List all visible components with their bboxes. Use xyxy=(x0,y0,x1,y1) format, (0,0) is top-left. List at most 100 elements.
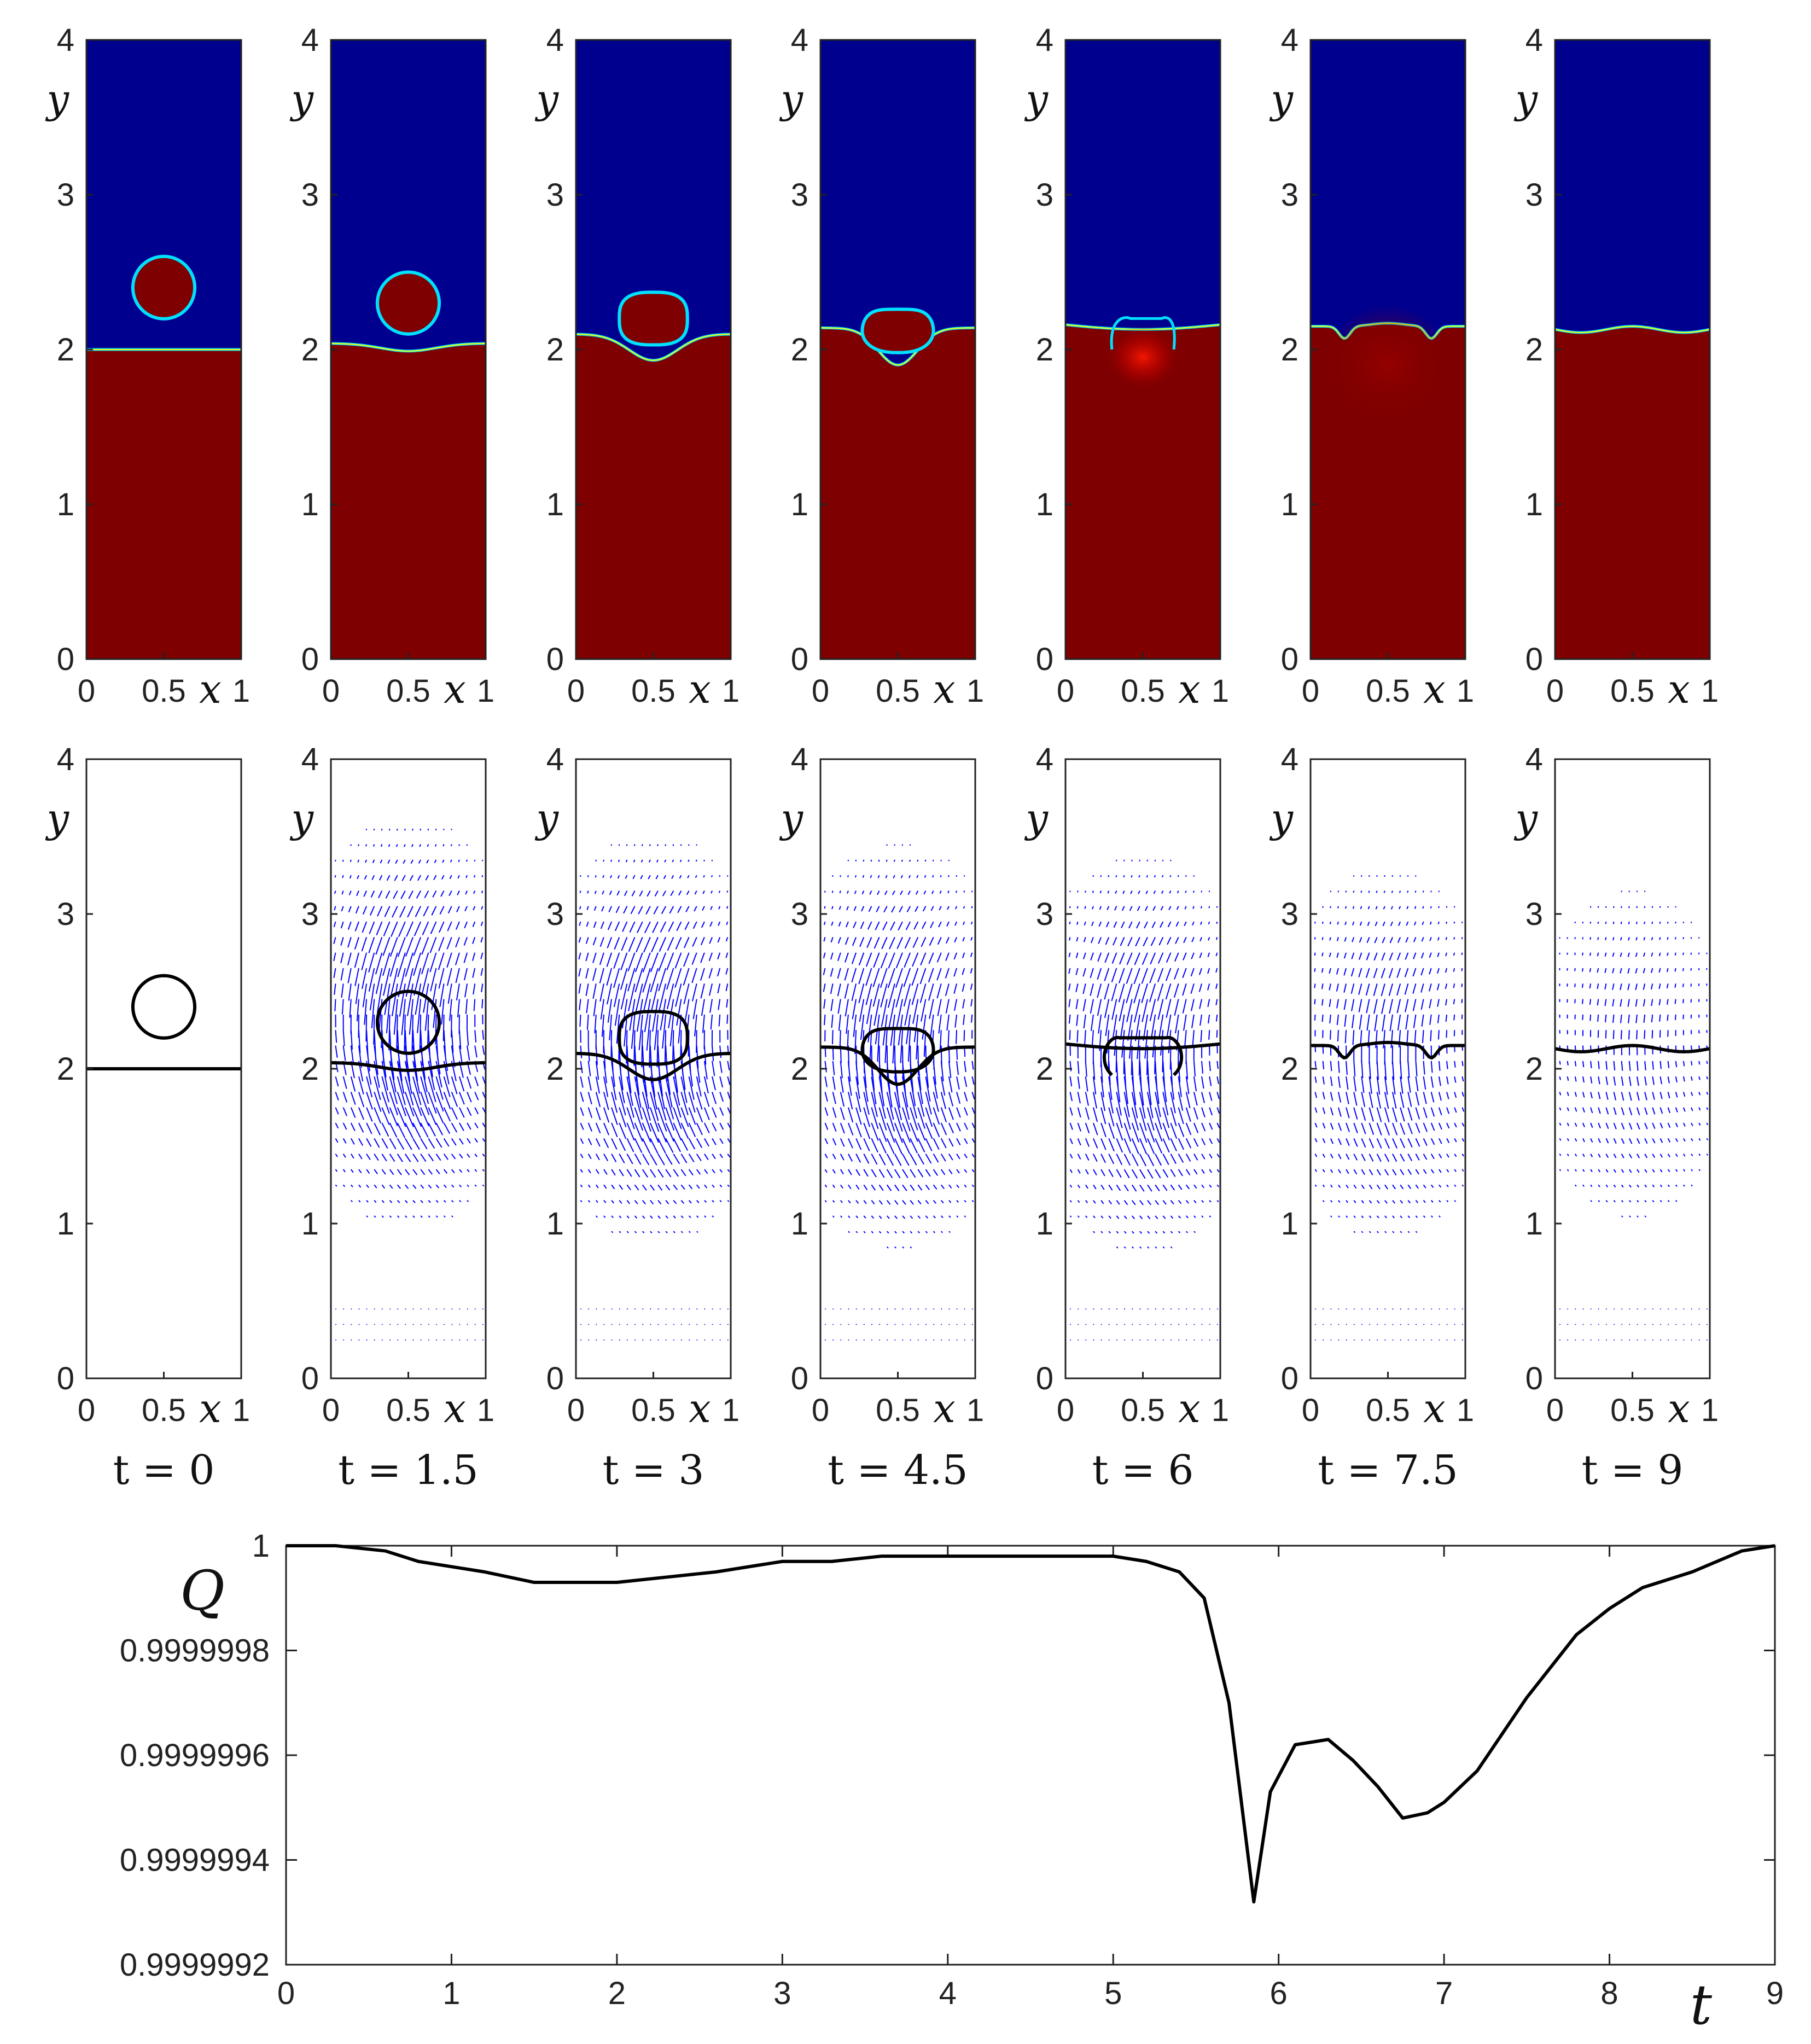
velocity-arrow xyxy=(1157,999,1164,1020)
y-axis-label: y xyxy=(779,795,803,841)
y-tick-label: 1 xyxy=(1281,1206,1298,1242)
velocity-arrow xyxy=(1155,1169,1161,1179)
velocity-arrow xyxy=(1582,1107,1585,1113)
velocity-arrow xyxy=(1338,1215,1341,1218)
velocity-arrow xyxy=(587,1122,592,1132)
droplet-outline xyxy=(618,1010,689,1066)
velocity-arrow xyxy=(635,983,643,1012)
velocity-arrow xyxy=(1559,1138,1562,1141)
velocity-arrow xyxy=(673,1324,675,1325)
velocity-arrow xyxy=(1613,1076,1616,1086)
velocity-arrow xyxy=(824,1076,828,1087)
velocity-arrow xyxy=(1439,1199,1441,1203)
velocity-arrow xyxy=(1682,1014,1684,1020)
y-tick-label: 2 xyxy=(1036,332,1053,368)
velocity-arrow xyxy=(642,1107,651,1132)
panel-background xyxy=(1311,759,1465,1378)
velocity-arrow xyxy=(936,952,942,963)
velocity-arrow xyxy=(886,1138,895,1154)
velocity-arrow xyxy=(1621,1076,1624,1086)
velocity-arrow xyxy=(1077,1061,1080,1074)
velocity-arrow xyxy=(948,1324,950,1325)
velocity-arrow xyxy=(692,999,697,1020)
velocity-arrow xyxy=(704,1199,707,1203)
velocity-arrow xyxy=(365,859,368,863)
velocity-arrow xyxy=(1185,1169,1191,1175)
velocity-arrow xyxy=(1667,1138,1671,1143)
velocity-arrow xyxy=(1361,1184,1365,1189)
velocity-arrow xyxy=(649,1122,660,1143)
velocity-arrow xyxy=(1628,1061,1631,1071)
velocity-arrow xyxy=(595,1169,599,1174)
velocity-arrow xyxy=(443,1215,446,1218)
velocity-arrow xyxy=(443,1092,451,1110)
velocity-arrow xyxy=(878,1231,882,1234)
velocity-arrow xyxy=(1574,1122,1577,1127)
velocity-arrow xyxy=(640,859,643,863)
velocity-arrow xyxy=(718,921,721,926)
velocity-arrow xyxy=(665,1107,675,1131)
velocity-arrow xyxy=(887,968,895,988)
velocity-arrow xyxy=(1314,1107,1318,1113)
velocity-arrow xyxy=(626,1169,632,1177)
velocity-arrow xyxy=(913,921,919,930)
velocity-arrow xyxy=(1116,1138,1123,1153)
velocity-arrow xyxy=(397,1107,406,1127)
velocity-arrow xyxy=(1590,1154,1593,1157)
velocity-arrow xyxy=(428,1122,436,1137)
velocity-arrow xyxy=(1376,1169,1381,1176)
velocity-arrow xyxy=(578,937,581,943)
time-label: t = 6 xyxy=(1092,1447,1194,1494)
velocity-arrow xyxy=(962,968,965,975)
velocity-arrow xyxy=(925,1076,931,1102)
velocity-arrow xyxy=(397,1215,400,1218)
velocity-arrow xyxy=(641,844,643,847)
velocity-arrow xyxy=(1384,1215,1387,1219)
velocity-arrow xyxy=(1069,1138,1073,1144)
velocity-arrow xyxy=(915,890,919,895)
velocity-arrow xyxy=(1192,906,1195,909)
velocity-arrow xyxy=(925,1184,930,1190)
y-axis-label: y xyxy=(534,795,559,841)
velocity-arrow xyxy=(412,1154,419,1162)
velocity-arrow xyxy=(970,999,973,1007)
velocity-arrow xyxy=(447,921,452,931)
velocity-arrow xyxy=(474,1107,479,1115)
velocity-arrow xyxy=(933,1154,939,1163)
velocity-arrow xyxy=(1169,875,1172,877)
velocity-arrow xyxy=(685,906,690,912)
velocity-arrow xyxy=(620,952,628,970)
velocity-arrow xyxy=(389,1169,394,1175)
velocity-arrow xyxy=(447,906,452,913)
velocity-arrow xyxy=(848,1231,850,1233)
y-tick-label: 4 xyxy=(791,742,808,777)
velocity-arrow xyxy=(408,890,414,899)
velocity-arrow xyxy=(1423,1215,1426,1218)
velocity-arrow xyxy=(696,1092,703,1110)
velocity-arrow xyxy=(358,1076,364,1095)
velocity-arrow xyxy=(374,1199,377,1203)
velocity-arrow xyxy=(655,875,659,880)
velocity-arrow xyxy=(649,1092,659,1121)
velocity-arrow xyxy=(1637,1138,1640,1144)
velocity-arrow xyxy=(1559,1107,1562,1111)
velocity-arrow xyxy=(824,1107,829,1116)
velocity-arrow xyxy=(1590,1169,1593,1172)
velocity-arrow xyxy=(642,1231,645,1233)
velocity-arrow xyxy=(435,1215,438,1218)
y-tick-label: 3 xyxy=(546,177,564,213)
velocity-arrow xyxy=(933,1184,937,1190)
velocity-arrow xyxy=(948,875,950,877)
velocity-arrow xyxy=(1366,999,1370,1014)
velocity-arrow xyxy=(1092,906,1094,910)
velocity-arrow xyxy=(1107,890,1110,894)
velocity-arrow xyxy=(930,1014,934,1037)
velocity-arrow xyxy=(1407,1215,1411,1219)
velocity-arrow xyxy=(1120,937,1125,946)
velocity-arrow xyxy=(1193,1107,1198,1120)
velocity-arrow xyxy=(933,1122,940,1138)
velocity-arrow xyxy=(1166,999,1172,1018)
velocity-arrow xyxy=(1644,1122,1648,1129)
velocity-arrow xyxy=(896,937,903,950)
velocity-arrow xyxy=(381,1076,389,1103)
